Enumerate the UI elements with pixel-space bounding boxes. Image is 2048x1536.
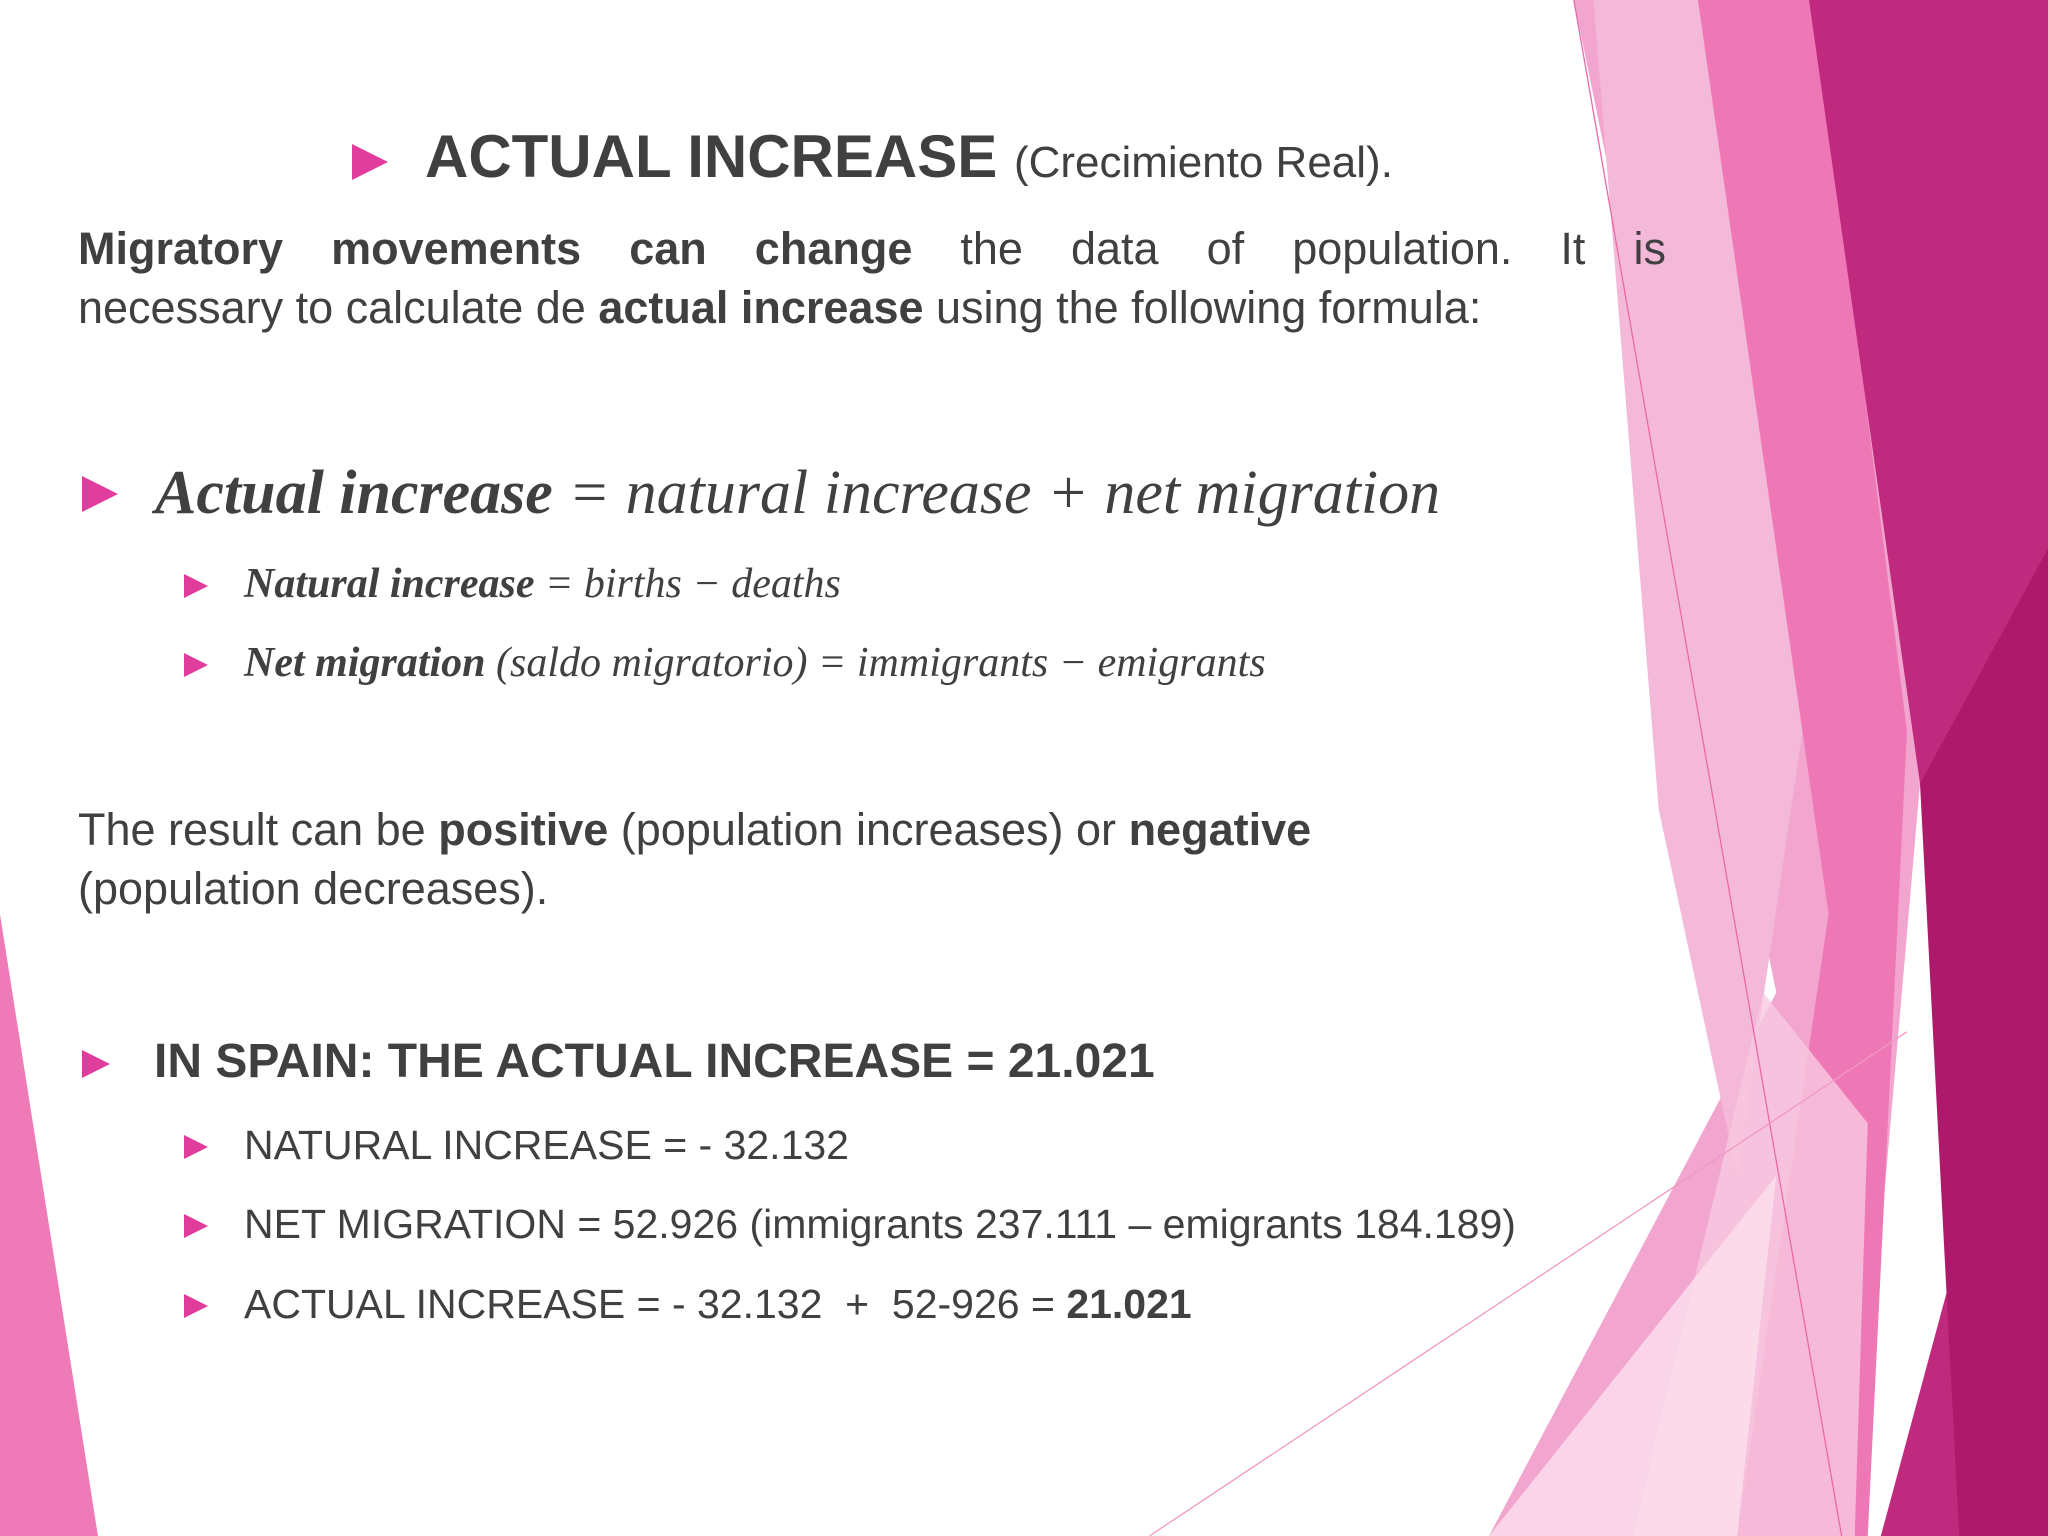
text: the data of population. It is bbox=[960, 223, 1666, 274]
term: Natural increase bbox=[244, 561, 535, 607]
text: ACTUAL INCREASE = - 32.132 + 52-926 = bbox=[244, 1281, 1067, 1327]
slide-title: ACTUAL INCREASE (Crecimiento Real). bbox=[425, 122, 1393, 191]
text: necessary to calculate de bbox=[78, 282, 586, 333]
bullet bbox=[184, 1294, 208, 1318]
title-note: (Crecimiento Real). bbox=[1013, 138, 1393, 187]
text: The result can be bbox=[78, 804, 426, 855]
bullet bbox=[82, 476, 118, 512]
spain-item: NATURAL INCREASE = - 32.132 bbox=[244, 1122, 849, 1168]
bullet bbox=[352, 144, 388, 180]
result-line: The result can be positive (population i… bbox=[78, 804, 1311, 856]
formula-rhs: = natural increase + net migration bbox=[568, 459, 1441, 527]
bullet bbox=[82, 1050, 110, 1078]
definition: Net migration (saldo migratorio) = immig… bbox=[244, 639, 1266, 687]
result-line: (population decreases). bbox=[78, 863, 548, 915]
bullet bbox=[184, 1214, 208, 1238]
bullet bbox=[184, 653, 208, 677]
term: Net migration bbox=[244, 640, 486, 686]
formula: Actual increase = natural increase + net… bbox=[155, 458, 1440, 529]
bold-text: positive bbox=[438, 804, 609, 855]
bold-text: negative bbox=[1128, 804, 1312, 855]
formula-lhs: Actual increase bbox=[155, 459, 553, 527]
spain-item: ACTUAL INCREASE = - 32.132 + 52-926 = 21… bbox=[244, 1281, 1192, 1328]
text: using the following formula: bbox=[936, 282, 1482, 333]
bold-text: Migratory movements can change bbox=[78, 223, 913, 274]
definition: Natural increase = births − deaths bbox=[244, 560, 841, 608]
definition-text: = births − deaths bbox=[545, 561, 841, 607]
intro-line: necessary to calculate de actual increas… bbox=[78, 282, 1481, 334]
bullet bbox=[184, 1135, 208, 1159]
text: (population increases) or bbox=[620, 804, 1117, 855]
text: (population decreases). bbox=[78, 863, 549, 914]
spain-item: NET MIGRATION = 52.926 (immigrants 237.1… bbox=[244, 1201, 1516, 1247]
intro-line: Migratory movements can change the data … bbox=[78, 223, 1666, 275]
definition-text: (saldo migratorio) = immigrants − emigra… bbox=[496, 640, 1266, 686]
bold-text: actual increase bbox=[598, 282, 924, 333]
bullet bbox=[184, 574, 208, 598]
total: 21.021 bbox=[1066, 1281, 1192, 1327]
spain-heading: IN SPAIN: THE ACTUAL INCREASE = 21.021 bbox=[154, 1035, 1155, 1088]
title-heading: ACTUAL INCREASE bbox=[425, 123, 998, 190]
